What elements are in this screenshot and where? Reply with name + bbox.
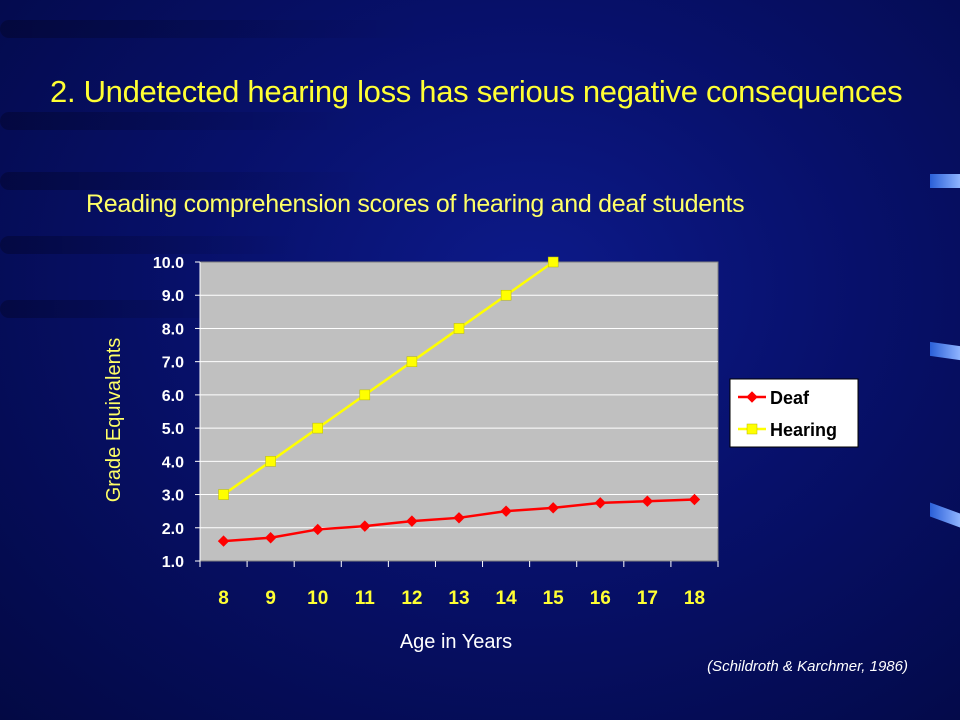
citation: (Schildroth & Karchmer, 1986) [707, 658, 908, 675]
deaf-point [264, 532, 277, 544]
legend-marker-hearing [746, 423, 758, 435]
deaf-point [500, 505, 512, 517]
hearing-line [222, 260, 554, 496]
x-axis-label: Age in Years [400, 631, 512, 653]
legend-label-deaf: Deaf [770, 388, 810, 408]
x-tick-label: 11 [355, 588, 376, 609]
background-streak [0, 20, 420, 38]
series-layer [217, 256, 701, 547]
slide-title: 2. Undetected hearing loss has serious n… [50, 74, 903, 109]
x-axis-ticks: 8 9 10 11 12 13 14 15 16 17 18 [199, 561, 719, 609]
y-tick-label: 5.0 [162, 421, 184, 438]
deaf-point [594, 497, 606, 509]
deaf-point [641, 495, 654, 507]
y-tick-label: 6.0 [162, 388, 184, 405]
x-tick-label: 18 [684, 588, 705, 609]
background-streak [0, 112, 360, 130]
y-tick-label: 1.0 [162, 554, 184, 571]
hearing-point [265, 456, 276, 467]
y-axis-label: Grade Equivalents [103, 338, 125, 503]
edge-tab-decoration [930, 174, 960, 188]
gridlines [200, 294, 718, 529]
x-tick-label: 9 [265, 588, 276, 609]
y-tick-label: 4.0 [162, 454, 184, 471]
background-streak [0, 300, 260, 318]
hearing-point [453, 323, 465, 334]
hearing-point [547, 256, 559, 268]
hearing-point [406, 356, 418, 367]
deaf-point [312, 523, 324, 536]
deaf-point [688, 493, 701, 506]
y-tick-label: 8.0 [162, 321, 184, 338]
deaf-point [217, 535, 230, 547]
series-hearing [218, 256, 559, 500]
deaf-point [406, 515, 418, 527]
hearing-point [312, 422, 323, 434]
background-streak [0, 172, 380, 190]
hearing-point [500, 289, 512, 301]
deaf-point [547, 502, 559, 514]
x-tick-label: 17 [637, 588, 658, 609]
y-tick-label: 9.0 [162, 288, 184, 305]
x-tick-label: 14 [496, 588, 518, 609]
y-tick-label: 10.0 [153, 255, 184, 272]
chart-title: Reading comprehension scores of hearing … [86, 190, 745, 218]
x-tick-label: 15 [543, 588, 565, 609]
deaf-point [453, 512, 465, 524]
plot-area [199, 261, 719, 562]
background-streak [0, 236, 300, 254]
x-tick-label: 10 [307, 588, 328, 609]
series-deaf [217, 493, 701, 547]
x-tick-label: 8 [218, 588, 229, 609]
legend-label-hearing: Hearing [770, 420, 837, 440]
x-tick-label: 16 [590, 588, 611, 609]
y-tick-label: 3.0 [162, 488, 184, 505]
y-tick-label: 7.0 [162, 355, 184, 372]
legend: Deaf Hearing [729, 378, 859, 448]
legend-box [729, 378, 859, 448]
x-tick-label: 13 [448, 588, 469, 609]
deaf-point [359, 520, 371, 532]
hearing-point [359, 389, 371, 401]
legend-marker-deaf [746, 391, 758, 403]
y-axis-ticks: 1.0 2.0 3.0 4.0 5.0 6.0 7.0 8.0 9.0 10.0 [153, 255, 201, 571]
y-tick-label: 2.0 [162, 521, 184, 538]
hearing-point [218, 489, 229, 500]
x-tick-label: 12 [401, 588, 422, 609]
